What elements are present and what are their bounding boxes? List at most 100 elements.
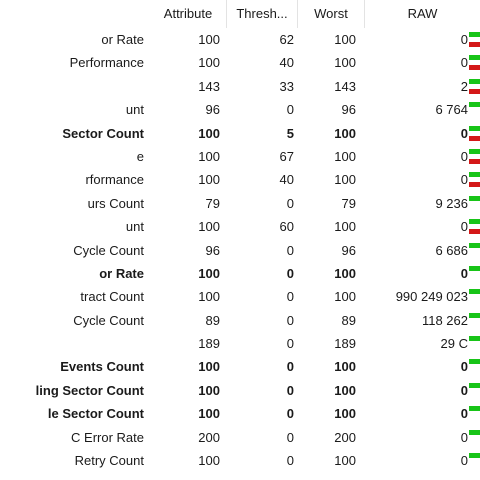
- attribute-value-cell: 100: [150, 215, 220, 238]
- status-indicator-icon: [469, 406, 480, 421]
- worst-cell-text: 100: [334, 453, 356, 469]
- worst-cell-text: 100: [334, 289, 356, 305]
- attribute-value-cell-text: 100: [198, 289, 220, 305]
- attribute-value-cell-text: 100: [198, 265, 220, 281]
- table-row[interactable]: or Rate 100 62 100 0: [0, 28, 480, 51]
- threshold-cell-text: 0: [286, 195, 294, 211]
- table-row[interactable]: rformance 100 40 100 0: [0, 168, 480, 191]
- attribute-name-cell-text: e: [136, 148, 144, 164]
- threshold-cell: 0: [230, 262, 294, 285]
- attribute-value-cell: 96: [150, 239, 220, 262]
- table-row[interactable]: Cycle Count 96 0 96 6 686: [0, 239, 480, 262]
- raw-cell-text: 6 686: [435, 242, 468, 258]
- raw-cell: 0: [360, 262, 468, 285]
- table-row[interactable]: e 100 67 100 0: [0, 145, 480, 168]
- status-indicator-icon: [469, 312, 480, 328]
- attribute-name-cell-text: unt: [125, 219, 144, 235]
- worst-cell-text: 100: [334, 382, 356, 398]
- worst-cell-text: 96: [341, 102, 356, 118]
- raw-cell: 0: [360, 168, 468, 191]
- attribute-name-cell: unt: [0, 98, 144, 121]
- attribute-value-cell: 100: [150, 285, 220, 308]
- worst-cell-text: 89: [341, 312, 356, 328]
- attribute-name-cell: Sector Count: [0, 122, 144, 145]
- threshold-cell: 0: [230, 192, 294, 215]
- worst-cell: 200: [300, 426, 356, 449]
- status-indicator-icon: [469, 265, 480, 281]
- status-indicator-icon: [469, 359, 480, 374]
- worst-cell-text: 79: [341, 195, 356, 211]
- raw-cell-text: 0: [460, 406, 468, 422]
- smart-attribute-table: or Rate 100 62 100 0 Performance 100 40 100 0 143 3…: [0, 28, 480, 472]
- worst-cell: 100: [300, 262, 356, 285]
- status-indicator-icon: [469, 195, 480, 211]
- worst-cell-text: 100: [334, 32, 356, 47]
- threshold-cell: 0: [230, 379, 294, 402]
- attribute-name-cell: or Rate: [0, 28, 144, 51]
- attribute-name-cell: e: [0, 145, 144, 168]
- attribute-value-cell-text: 100: [198, 382, 220, 398]
- threshold-cell-text: 0: [286, 406, 294, 422]
- table-row[interactable]: unt 100 60 100 0: [0, 215, 480, 238]
- column-header-threshold[interactable]: Thresh...: [236, 6, 288, 21]
- column-header-worst[interactable]: Worst: [314, 6, 348, 21]
- attribute-name-cell: Cycle Count: [0, 309, 144, 332]
- status-indicator-icon: [469, 453, 480, 468]
- attribute-name-cell-text: Retry Count: [74, 453, 144, 469]
- table-row[interactable]: unt 96 0 96 6 764: [0, 98, 480, 121]
- raw-cell-text: 0: [460, 148, 468, 164]
- column-header-attribute[interactable]: Attribute: [163, 6, 213, 21]
- worst-cell: 100: [300, 215, 356, 238]
- column-divider[interactable]: [226, 0, 227, 28]
- raw-cell-text: 0: [460, 382, 468, 398]
- status-indicator-icon: [469, 55, 480, 71]
- attribute-name-cell: [0, 332, 144, 355]
- raw-cell: 0: [360, 215, 468, 238]
- table-row[interactable]: Retry Count 100 0 100 0: [0, 449, 480, 472]
- worst-cell-text: 200: [334, 429, 356, 445]
- attribute-value-cell-text: 100: [198, 55, 220, 71]
- table-row[interactable]: 143 33 143 2: [0, 75, 480, 98]
- column-divider[interactable]: [297, 0, 298, 28]
- attribute-value-cell: 100: [150, 51, 220, 74]
- table-row[interactable]: Cycle Count 89 0 89 118 262: [0, 309, 480, 332]
- raw-cell: 2: [360, 75, 468, 98]
- table-row[interactable]: urs Count 79 0 79 9 236: [0, 192, 480, 215]
- threshold-cell: 0: [230, 309, 294, 332]
- table-row[interactable]: or Rate 100 0 100 0: [0, 262, 480, 285]
- column-divider[interactable]: [364, 0, 365, 28]
- worst-cell: 100: [300, 379, 356, 402]
- worst-cell-text: 100: [334, 125, 356, 141]
- table-row[interactable]: 189 0 189 29 C: [0, 332, 480, 355]
- table-row[interactable]: le Sector Count 100 0 100 0: [0, 402, 480, 425]
- table-row[interactable]: Events Count 100 0 100 0: [0, 355, 480, 378]
- worst-cell: 96: [300, 239, 356, 262]
- column-header-raw[interactable]: RAW: [407, 6, 438, 21]
- threshold-cell: 40: [230, 51, 294, 74]
- attribute-value-cell-text: 100: [198, 406, 220, 422]
- worst-cell: 79: [300, 192, 356, 215]
- threshold-cell-text: 40: [279, 55, 294, 71]
- table-row[interactable]: Performance 100 40 100 0: [0, 51, 480, 74]
- attribute-name-cell-text: rformance: [85, 172, 144, 188]
- threshold-cell-text: 0: [286, 312, 294, 328]
- attribute-name-cell-text: or Rate: [101, 32, 144, 47]
- table-row[interactable]: ling Sector Count 100 0 100 0: [0, 379, 480, 402]
- attribute-value-cell-text: 89: [205, 312, 220, 328]
- attribute-name-cell: unt: [0, 215, 144, 238]
- raw-cell-text: 0: [460, 219, 468, 235]
- raw-cell-text: 29 C: [440, 336, 468, 352]
- threshold-cell: 33: [230, 75, 294, 98]
- threshold-cell-text: 62: [279, 32, 294, 47]
- threshold-cell: 0: [230, 239, 294, 262]
- raw-cell: 6 764: [360, 98, 468, 121]
- worst-cell: 100: [300, 168, 356, 191]
- worst-cell-text: 100: [334, 172, 356, 188]
- attribute-value-cell: 100: [150, 402, 220, 425]
- table-row[interactable]: C Error Rate 200 0 200 0: [0, 426, 480, 449]
- attribute-value-cell-text: 100: [198, 453, 220, 469]
- table-row[interactable]: Sector Count 100 5 100 0: [0, 122, 480, 145]
- table-row[interactable]: tract Count 100 0 100 990 249 023: [0, 285, 480, 308]
- status-indicator-icon: [469, 242, 480, 258]
- raw-cell: 0: [360, 449, 468, 472]
